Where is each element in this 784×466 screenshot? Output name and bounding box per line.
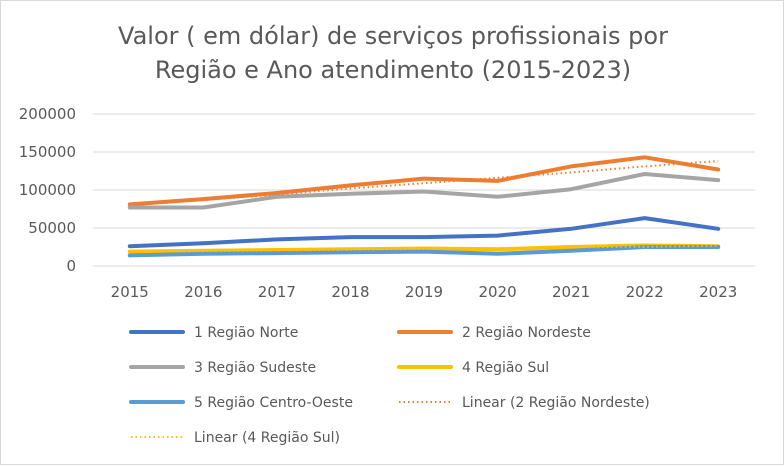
y-tick-label: 0 [66, 257, 76, 275]
legend-label: 2 Região Nordeste [462, 325, 591, 341]
y-tick-label: 150000 [19, 143, 76, 161]
x-tick-label: 2020 [478, 283, 516, 301]
x-tick-label: 2016 [184, 283, 222, 301]
x-tick-label: 2022 [626, 283, 664, 301]
legend-label: 5 Região Centro-Oeste [194, 395, 353, 411]
series-line [130, 218, 718, 246]
legend-label: 3 Região Sudeste [194, 360, 316, 376]
legend-label: Linear (4 Região Sul) [194, 430, 340, 446]
y-tick-label: 50000 [28, 219, 76, 237]
x-tick-label: 2023 [699, 283, 737, 301]
x-tick-label: 2017 [258, 283, 296, 301]
legend-label: Linear (2 Região Nordeste) [462, 395, 650, 411]
x-tick-label: 2021 [552, 283, 590, 301]
y-tick-label: 200000 [19, 105, 76, 123]
legend-label: 4 Região Sul [462, 360, 549, 376]
series-line [130, 157, 718, 204]
legend-label: 1 Região Norte [194, 325, 298, 341]
x-tick-label: 2019 [405, 283, 443, 301]
x-tick-label: 2015 [111, 283, 149, 301]
y-tick-label: 100000 [19, 181, 76, 199]
x-tick-label: 2018 [331, 283, 369, 301]
